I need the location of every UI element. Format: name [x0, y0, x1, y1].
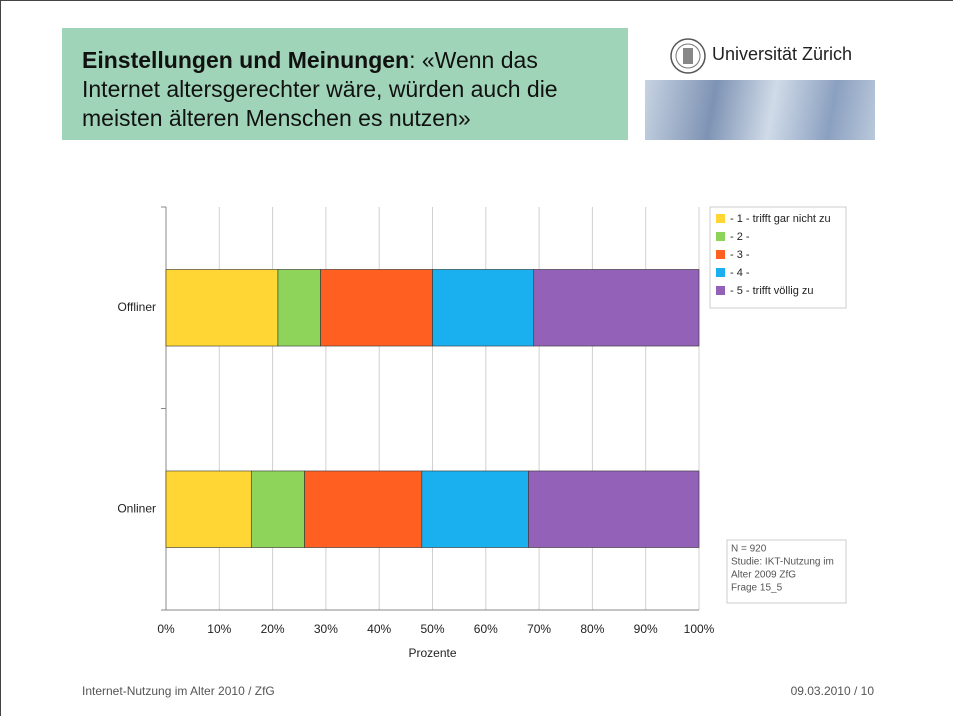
legend-box [709, 206, 847, 309]
note-box [726, 539, 847, 604]
note-line: Alter 2009 ZfG [731, 570, 796, 581]
bar-segment [165, 269, 279, 347]
x-tick-label: 60% [474, 622, 498, 636]
note-line: Studie: IKT-Nutzung im [731, 557, 834, 568]
legend-label: - 1 - trifft gar nicht zu [730, 213, 831, 225]
bar-segment [304, 470, 423, 548]
bar-segment [250, 470, 305, 548]
x-tick-label: 40% [367, 622, 391, 636]
x-axis-label: Prozente [408, 646, 456, 660]
bar-segment [528, 470, 700, 548]
x-tick-label: 50% [420, 622, 444, 636]
legend-label: - 5 - trifft völlig zu [730, 285, 814, 297]
bar-segment [277, 269, 321, 347]
header-photo [645, 80, 875, 140]
x-tick-label: 100% [684, 622, 715, 636]
x-tick-label: 90% [634, 622, 658, 636]
x-tick-label: 0% [157, 622, 175, 636]
title-bold: Einstellungen und Meinungen [82, 47, 410, 73]
legend-label: - 4 - [730, 267, 750, 279]
legend-swatch [716, 286, 725, 295]
legend-swatch [716, 232, 725, 241]
legend-label: - 3 - [730, 249, 750, 261]
logo-text: Universität Zürich [712, 44, 853, 64]
note-line: Frage 15_5 [731, 583, 783, 594]
x-tick-label: 30% [314, 622, 338, 636]
y-tick-label: Offliner [118, 300, 156, 314]
bar-segment [421, 470, 529, 548]
footer-right: 09.03.2010 / 10 [790, 684, 874, 698]
slide-title: Einstellungen und Meinungen: «Wenn das I… [82, 46, 622, 133]
legend-swatch [716, 214, 725, 223]
title-band [62, 28, 628, 140]
title-rest: : «Wenn das Internet altersgerechter wär… [82, 47, 558, 131]
legend-swatch [716, 250, 725, 259]
x-tick-label: 20% [261, 622, 285, 636]
bar-segment [320, 269, 433, 347]
x-tick-label: 80% [580, 622, 604, 636]
bar-segment [165, 470, 252, 548]
x-tick-label: 70% [527, 622, 551, 636]
x-tick-label: 10% [207, 622, 231, 636]
logo-seal [670, 38, 706, 74]
y-tick-label: Onliner [117, 501, 156, 515]
bar-segment [432, 269, 535, 347]
bar-segment [533, 269, 700, 347]
legend-label: - 2 - [730, 231, 750, 243]
footer-left: Internet-Nutzung im Alter 2010 / ZfG [82, 684, 275, 698]
note-line: N = 920 [731, 544, 767, 555]
legend-swatch [716, 268, 725, 277]
